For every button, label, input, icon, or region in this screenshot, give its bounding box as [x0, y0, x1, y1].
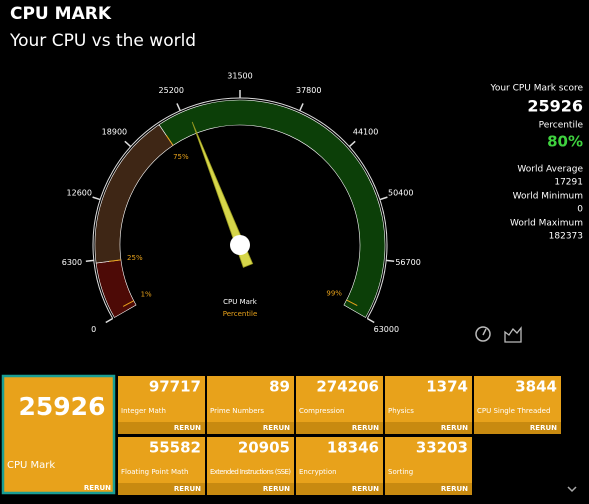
rerun-button[interactable]: RERUN: [441, 424, 468, 432]
percentile-marker: [346, 299, 358, 307]
tile-value: 97717: [149, 378, 201, 396]
tile-value: 3844: [515, 378, 557, 396]
tile-name: Physics: [388, 407, 414, 415]
summary-text: 0: [577, 205, 583, 215]
gauge-tick: [366, 317, 375, 324]
gauge-subcaption: Percentile: [223, 310, 258, 318]
gauge-tick-label: 18900: [102, 127, 127, 136]
tile-value: 33203: [416, 439, 468, 457]
tile-name: Compression: [299, 407, 344, 415]
subtitle: Your CPU vs the world: [9, 31, 196, 51]
chart-icon[interactable]: [475, 326, 491, 342]
gauge-tick-label: 44100: [353, 127, 378, 136]
tile-footer: [385, 422, 472, 434]
summary: Your CPU Mark score 25926 Percentile 80% Wor…: [490, 84, 584, 242]
gauge-tick-label: 50400: [388, 188, 413, 197]
gauge-tick-label: 31500: [227, 72, 252, 81]
summary-text: World Minimum: [513, 192, 583, 202]
tile-name: Extended Instructions (SSE): [210, 468, 291, 476]
rerun-button[interactable]: RERUN: [352, 424, 379, 432]
summary-text: 25926: [527, 97, 583, 116]
main-tile: [1, 374, 116, 495]
tile-name: Floating Point Math: [121, 468, 188, 476]
percentile-marker: [108, 259, 121, 262]
percentile-label: 1%: [141, 290, 152, 298]
percentile-label: 99%: [326, 290, 342, 298]
gauge-tick-label: 6300: [62, 258, 82, 267]
graph-icon[interactable]: [504, 326, 522, 343]
graph-icon-shape[interactable]: [504, 326, 522, 343]
gauge-tick-label: 25200: [159, 86, 184, 95]
rerun-button[interactable]: RERUN: [263, 424, 290, 432]
gauge-caption: CPU Mark: [223, 298, 258, 306]
summary-text: 182373: [549, 232, 583, 242]
tile-value: 274206: [316, 378, 379, 396]
tile-value: 20905: [238, 439, 290, 457]
tile-value: 1374: [426, 378, 468, 396]
tile-footer: [385, 483, 472, 495]
gauge-needle: [191, 121, 254, 268]
gauge-icon[interactable]: [475, 326, 491, 342]
gauge-tick: [176, 103, 181, 112]
gauge-tick: [348, 140, 356, 148]
gauge-tick: [379, 196, 388, 201]
gauge-tick-label: 12600: [67, 188, 92, 197]
tile-footer: [207, 483, 294, 495]
main-tile-name: CPU Mark: [7, 460, 55, 471]
tile-name: Prime Numbers: [210, 407, 264, 415]
percentile-marker: [165, 135, 174, 146]
summary-text: 17291: [554, 178, 583, 188]
gauge-tick-label: 37800: [296, 86, 321, 95]
rerun-button[interactable]: RERUN: [84, 484, 111, 492]
rerun-button[interactable]: RERUN: [441, 485, 468, 493]
rerun-button[interactable]: RERUN: [263, 485, 290, 493]
summary-text: 80%: [547, 133, 583, 151]
gauge-tick: [105, 317, 114, 324]
summary-text: Percentile: [539, 121, 584, 131]
gauge-icon-needle: [482, 328, 487, 336]
tile-footer: [207, 422, 294, 434]
gauge-hub: [230, 235, 250, 255]
tile-footer: [474, 422, 561, 434]
gauge-tick: [85, 259, 94, 262]
tiles: 25926 CPU Mark RERUN 97717 Integer Math RERUN…: [1, 374, 561, 495]
summary-text: Your CPU Mark score: [490, 84, 584, 94]
tile-name: Encryption: [299, 468, 337, 476]
tile-name: CPU Single Threaded: [477, 407, 550, 415]
title: CPU MARK: [10, 4, 112, 24]
tile-name: Sorting: [388, 468, 413, 476]
tile-footer: [296, 422, 383, 434]
gauge-tick-label: 63000: [374, 325, 399, 334]
tile-footer: [118, 483, 205, 495]
gauge-tick: [124, 140, 132, 148]
tile-value: 18346: [327, 439, 379, 457]
gauge-tick: [386, 259, 395, 262]
gauge-tick-label: 56700: [395, 258, 420, 267]
summary-text: World Average: [517, 165, 583, 175]
scroll-chevron[interactable]: [567, 486, 577, 493]
tile-value: 89: [269, 378, 290, 396]
gauge-rim: [92, 97, 388, 319]
tile-name: Integer Math: [121, 407, 166, 415]
percentile-marker: [122, 300, 134, 307]
tile-value: 55582: [149, 439, 201, 457]
percentile-label: 75%: [173, 153, 189, 161]
gauge: 0 6300 12600 18900 25200 31500 37800 44100 50400…: [62, 72, 421, 335]
tile-footer: [118, 422, 205, 434]
rerun-button[interactable]: RERUN: [174, 424, 201, 432]
gauge-band: [158, 99, 386, 318]
rerun-button[interactable]: RERUN: [174, 485, 201, 493]
gauge-tick-label: 0: [91, 325, 96, 334]
main-tile-value: 25926: [19, 392, 106, 421]
tile-footer: [296, 483, 383, 495]
rerun-button[interactable]: RERUN: [530, 424, 557, 432]
gauge-tick: [299, 103, 304, 112]
summary-text: World Maximum: [510, 219, 583, 229]
gauge-tick: [92, 196, 101, 201]
percentile-label: 25%: [127, 254, 143, 262]
rerun-button[interactable]: RERUN: [352, 485, 379, 493]
